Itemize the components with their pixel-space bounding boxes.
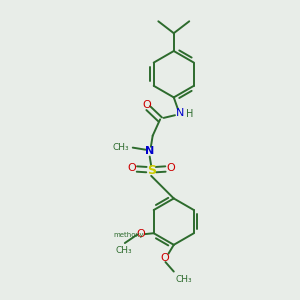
- Text: N: N: [176, 108, 184, 118]
- Text: O: O: [167, 164, 175, 173]
- Text: O: O: [160, 253, 169, 263]
- Text: CH₃: CH₃: [116, 246, 132, 255]
- Text: H: H: [185, 109, 193, 119]
- Text: O: O: [142, 100, 151, 110]
- Text: CH₃: CH₃: [112, 142, 129, 152]
- Text: CH₃: CH₃: [176, 274, 193, 284]
- Text: O: O: [127, 164, 136, 173]
- Text: methoxy: methoxy: [113, 232, 144, 238]
- Text: S: S: [147, 164, 156, 177]
- Text: N: N: [145, 146, 154, 156]
- Text: O: O: [136, 229, 145, 238]
